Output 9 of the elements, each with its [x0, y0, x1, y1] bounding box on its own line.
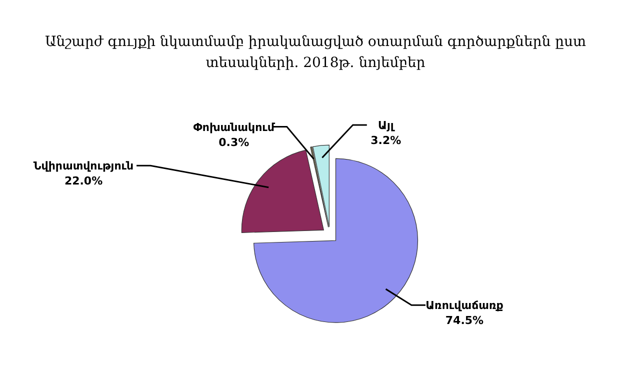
slice-label: Առուվաճառք — [426, 299, 504, 312]
slice-label: Փոխանակում — [193, 120, 276, 134]
data-label: 74.5% — [445, 314, 484, 328]
data-label: 22.0% — [64, 174, 103, 188]
chart-title: Անշարժ գույքի նկատմամբ իրականացված օտարման գործարքներն ըստ տեսակների. 2018թ. նոյեմբեր — [44, 34, 586, 71]
slice-label: Այլ — [378, 118, 396, 132]
data-label: 0.3% — [218, 136, 250, 149]
data-label: 3.2% — [370, 134, 402, 147]
slice-label: Նվիրատվություն — [33, 160, 134, 173]
